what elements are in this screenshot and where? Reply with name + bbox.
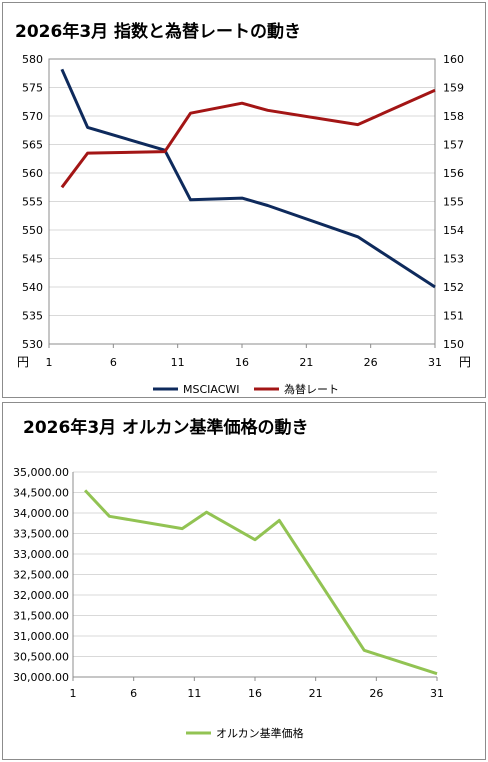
x-tick-label: 1 <box>46 356 53 369</box>
y-tick-label: 34,500.00 <box>13 487 69 500</box>
y-tick-label: 31,000.00 <box>13 630 69 643</box>
x-tick-label: 26 <box>364 356 378 369</box>
y-left-tick-label: 545 <box>22 253 43 266</box>
x-tick-label: 11 <box>187 687 201 700</box>
y-left-tick-label: 550 <box>22 224 43 237</box>
x-tick-label: 16 <box>235 356 249 369</box>
y-right-tick-label: 155 <box>443 196 464 209</box>
y-left-tick-label: 560 <box>22 167 43 180</box>
y-left-tick-label: 555 <box>22 196 43 209</box>
y-right-tick-label: 160 <box>443 53 464 66</box>
x-tick-label: 26 <box>369 687 383 700</box>
y-right-tick-label: 158 <box>443 110 464 123</box>
y-right-tick-label: 152 <box>443 281 464 294</box>
y-left-tick-label: 580 <box>22 53 43 66</box>
y-tick-label: 33,000.00 <box>13 548 69 561</box>
y-right-tick-label: 159 <box>443 82 464 95</box>
chart-panel-fund: 2026年3月 オルカン基準価格の動き 30,000.00 30,500.00 31… <box>2 402 486 760</box>
y-tick-label: 31,500.00 <box>13 610 69 623</box>
x-tick-label: 6 <box>130 687 137 700</box>
y-left-unit-label: 円 <box>17 355 29 369</box>
y-tick-label: 33,500.00 <box>13 528 69 541</box>
x-tick-label: 21 <box>309 687 323 700</box>
legend-label: オルカン基準価格 <box>216 726 304 740</box>
chart-fund: 30,000.00 30,500.00 31,000.00 31,500.00 32,0… <box>13 466 444 740</box>
chart-panel-index-fx: 2026年3月 指数と為替レートの動き 530 535 540 545 550 555 56… <box>2 2 486 398</box>
y-left-tick-label: 540 <box>22 281 43 294</box>
series-line-fund <box>84 489 438 676</box>
y-tick-label: 32,500.00 <box>13 569 69 582</box>
x-tick-label: 31 <box>428 356 442 369</box>
y-right-unit-label: 円 <box>459 355 471 369</box>
y-tick-label: 35,000.00 <box>13 466 69 479</box>
y-tick-label: 32,000.00 <box>13 589 69 602</box>
chart-title-fund: 2026年3月 オルカン基準価格の動き <box>23 418 309 438</box>
legend-label: MSCIACWI <box>183 383 240 396</box>
y-right-tick-label: 151 <box>443 310 464 323</box>
y-right-tick-label: 150 <box>443 338 464 351</box>
x-tick-label: 1 <box>70 687 77 700</box>
y-right-tick-label: 153 <box>443 253 464 266</box>
series-line-fx-rate <box>60 88 436 189</box>
y-tick-label: 30,500.00 <box>13 651 69 664</box>
chart-index-fx: 530 535 540 545 550 555 560 565 570 575 580 150 151 1… <box>17 53 471 396</box>
x-tick-label: 31 <box>430 687 444 700</box>
y-right-tick-label: 154 <box>443 224 464 237</box>
x-tick-label: 6 <box>110 356 117 369</box>
y-left-tick-label: 535 <box>22 310 43 323</box>
x-tick-label: 16 <box>248 687 262 700</box>
y-left-tick-label: 575 <box>22 82 43 95</box>
y-tick-label: 34,000.00 <box>13 507 69 520</box>
y-right-tick-label: 156 <box>443 167 464 180</box>
series-line-msciacwi <box>60 68 436 289</box>
y-left-tick-label: 570 <box>22 110 43 123</box>
y-left-tick-label: 530 <box>22 338 43 351</box>
y-left-tick-label: 565 <box>22 139 43 152</box>
y-right-tick-label: 157 <box>443 139 464 152</box>
chart-title-index-fx: 2026年3月 指数と為替レートの動き <box>15 22 302 42</box>
x-tick-label: 11 <box>171 356 185 369</box>
legend-label: 為替レート <box>284 382 339 396</box>
y-tick-label: 30,000.00 <box>13 671 69 684</box>
x-tick-label: 21 <box>299 356 313 369</box>
